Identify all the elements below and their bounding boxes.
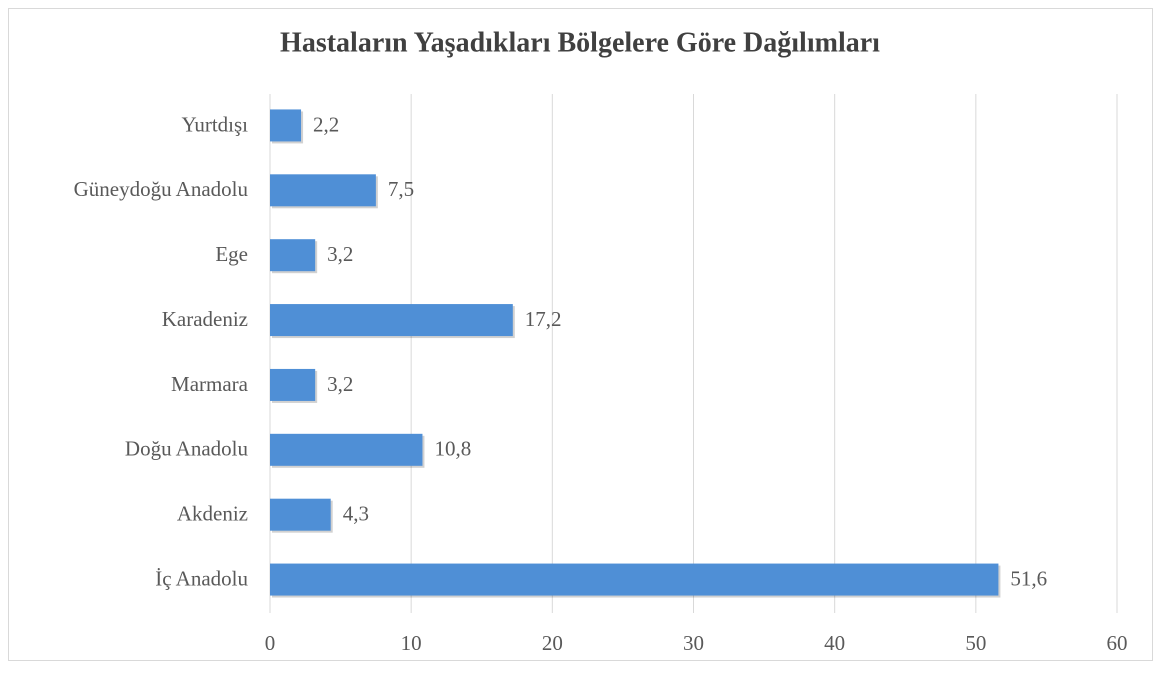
data-label: 7,5 <box>388 177 414 201</box>
y-tick-label: Güneydoğu Anadolu <box>74 177 249 201</box>
bar <box>270 563 999 596</box>
x-tick-label: 40 <box>824 631 845 655</box>
y-tick-label: Ege <box>215 242 248 266</box>
data-label: 3,2 <box>327 372 353 396</box>
y-tick-label: Marmara <box>171 372 249 396</box>
bar <box>270 239 316 272</box>
bar <box>270 368 316 401</box>
chart-frame <box>8 8 1153 661</box>
bar <box>270 433 423 466</box>
x-tick-label: 0 <box>265 631 276 655</box>
bar <box>270 174 376 207</box>
y-tick-label: İç Anadolu <box>155 566 248 590</box>
y-tick-label: Yurtdışı <box>181 112 248 136</box>
x-tick-label: 50 <box>965 631 986 655</box>
data-label: 51,6 <box>1010 566 1047 590</box>
chart-title: Hastaların Yaşadıkları Bölgelere Göre Da… <box>280 27 880 58</box>
data-label: 17,2 <box>525 307 562 331</box>
x-tick-label: 20 <box>542 631 563 655</box>
data-label: 10,8 <box>434 437 471 461</box>
y-tick-label: Doğu Anadolu <box>125 437 249 461</box>
data-label: 2,2 <box>313 112 339 136</box>
y-tick-label: Karadeniz <box>162 307 248 331</box>
data-label: 3,2 <box>327 242 353 266</box>
bar <box>270 304 513 337</box>
data-label: 4,3 <box>343 502 369 526</box>
x-tick-label: 10 <box>401 631 422 655</box>
x-tick-label: 60 <box>1107 631 1128 655</box>
bar <box>270 498 331 531</box>
x-tick-label: 30 <box>683 631 704 655</box>
bar <box>270 109 302 142</box>
y-tick-label: Akdeniz <box>177 502 248 526</box>
